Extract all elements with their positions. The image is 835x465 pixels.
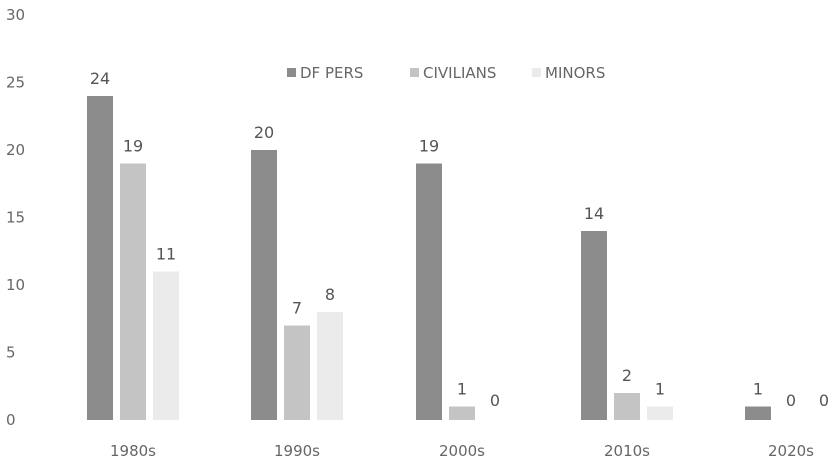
bar-minors: [647, 406, 673, 420]
data-label: 14: [584, 204, 604, 223]
legend-label: MINORS: [545, 64, 605, 82]
data-label: 0: [819, 391, 829, 410]
data-label: 0: [490, 391, 500, 410]
y-tick-label: 30: [6, 6, 25, 24]
y-tick-label: 15: [6, 209, 25, 227]
legend-swatch: [532, 68, 541, 77]
legend-label: CIVILIANS: [423, 64, 496, 82]
bar-civilians: [284, 325, 310, 420]
y-tick-label: 20: [6, 141, 25, 159]
y-axis: 0 5 10 15 20 25 30: [6, 6, 25, 429]
data-label: 19: [419, 137, 439, 156]
x-tick-label: 1980s: [110, 442, 156, 460]
x-tick-label: 2000s: [439, 442, 485, 460]
bar-civilians: [449, 406, 475, 420]
bar-minors: [153, 271, 179, 420]
data-label: 2: [622, 366, 632, 385]
data-label: 1: [753, 380, 763, 399]
x-tick-label: 1990s: [274, 442, 320, 460]
y-tick-label: 25: [6, 74, 25, 92]
data-label: 7: [292, 299, 302, 318]
legend-label: DF PERS: [300, 64, 363, 82]
data-label: 11: [156, 245, 176, 264]
bar-civilians: [120, 163, 146, 420]
data-label: 0: [786, 391, 796, 410]
y-tick-label: 0: [6, 411, 16, 429]
data-label: 1: [655, 380, 665, 399]
y-tick-label: 10: [6, 276, 25, 294]
bar-df-pers: [251, 150, 277, 420]
x-axis: 1980s 1990s 2000s 2010s 2020s: [110, 442, 814, 460]
data-label: 20: [254, 123, 274, 142]
data-label: 1: [457, 380, 467, 399]
legend-swatch: [410, 68, 419, 77]
data-label: 8: [325, 285, 335, 304]
bar-df-pers: [87, 96, 113, 420]
bar-df-pers: [416, 163, 442, 420]
x-tick-label: 2010s: [604, 442, 650, 460]
x-tick-label: 2020s: [768, 442, 814, 460]
bar-civilians: [614, 393, 640, 420]
data-label: 19: [123, 137, 143, 156]
bar-df-pers: [581, 231, 607, 420]
bar-minors: [317, 312, 343, 420]
legend-swatch: [287, 68, 296, 77]
bar-df-pers: [745, 406, 771, 420]
legend: DF PERS CIVILIANS MINORS: [287, 64, 605, 82]
y-tick-label: 5: [6, 344, 16, 362]
data-label: 24: [90, 69, 110, 88]
bars: [87, 96, 771, 420]
